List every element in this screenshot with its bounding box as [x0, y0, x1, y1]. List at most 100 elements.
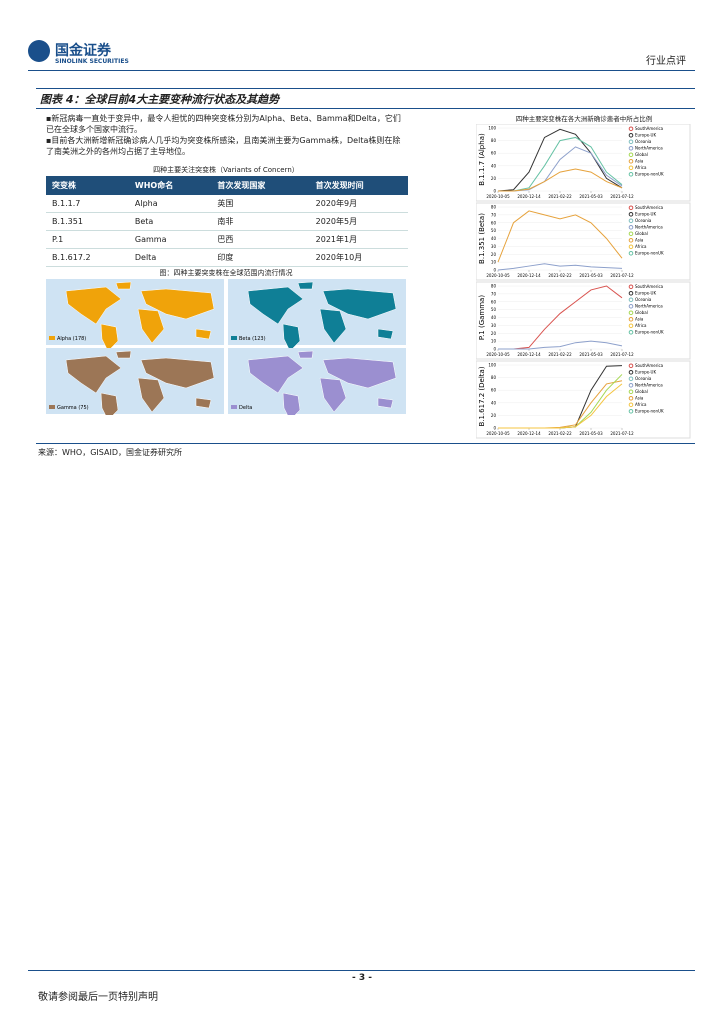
legend-label: NorthAmerica — [635, 304, 663, 309]
map-land — [195, 328, 212, 340]
x-tick-label: 2021-02-22 — [548, 431, 572, 436]
map-land — [282, 323, 301, 352]
legend-marker — [628, 297, 634, 303]
legend-marker — [628, 291, 634, 296]
y-tick-label: 60 — [491, 151, 497, 156]
series-line — [498, 146, 623, 192]
legend-marker — [628, 409, 634, 414]
header-rule — [28, 70, 695, 71]
map-legend: Gamma (75) — [57, 405, 89, 411]
legend-marker — [628, 139, 634, 145]
bullet-text: 目前各大洲新增新冠确诊病人几乎均为突变株所感染，且南美洲主要为Gamma株，De… — [46, 136, 401, 156]
legend-marker — [628, 304, 634, 309]
legend-label: Asia — [635, 238, 644, 243]
series-line — [498, 285, 623, 350]
legend-marker — [628, 330, 634, 335]
table-header: 突变株 WHO命名 首次发现国家 首次发现时间 — [46, 176, 408, 195]
x-tick-label: 2021-02-22 — [548, 194, 572, 199]
y-tick-label: 60 — [491, 299, 497, 304]
y-tick-label: 30 — [491, 323, 497, 328]
map-land — [65, 286, 122, 325]
legend-label: Europe-UK — [635, 370, 656, 375]
map-caption: 图：四种主要突变株在全球范围内流行情况 — [159, 269, 293, 277]
map-land — [319, 308, 347, 344]
legend-label: Asia — [635, 396, 644, 401]
bullet-text: 新冠病毒一直处于变异中，最令人担忧的四种突变株分别为Alpha、Beta、Bam… — [46, 114, 401, 134]
x-tick-label: 2020-12-14 — [517, 431, 541, 436]
y-tick-label: 50 — [491, 307, 497, 312]
legend-label: Asia — [635, 159, 644, 164]
table-cell: Alpha — [128, 195, 212, 213]
table-cell: B.1.1.7 — [46, 195, 129, 213]
world-map: Delta — [228, 348, 406, 415]
column-header: 首次发现国家 — [211, 176, 310, 195]
table-row: B.1.1.7 Alpha 英国 2020年9月 — [46, 195, 408, 213]
legend-marker — [628, 317, 634, 322]
series-line — [498, 380, 623, 429]
map-land — [247, 286, 304, 325]
map-land — [297, 350, 314, 359]
company-cn: 国金证券 — [55, 43, 111, 59]
y-tick-label: 80 — [491, 138, 497, 143]
legend-marker — [628, 172, 634, 177]
y-tick-label: 0 — [493, 189, 496, 194]
world-map: Beta (123) — [228, 279, 406, 352]
map-land — [140, 288, 215, 320]
x-tick-label: 2021-02-22 — [548, 273, 572, 278]
y-tick-label: 100 — [488, 126, 496, 131]
x-tick-label: 2020-10-05 — [486, 194, 510, 199]
legend-marker — [628, 212, 634, 217]
legend-label: Oceania — [635, 139, 652, 144]
source: 来源：WHO，GISAID，国金证券研究所 — [38, 448, 182, 457]
x-tick-label: 2021-07-12 — [610, 352, 634, 357]
table-cell: B.1.351 — [46, 212, 129, 231]
table-cell: Gamma — [128, 230, 212, 249]
table-cell: 2020年5月 — [309, 212, 408, 231]
y-label: B.1.351 (Beta) — [478, 213, 486, 264]
legend-marker — [628, 231, 634, 237]
x-tick-label: 2021-07-12 — [610, 273, 634, 278]
table-row: B.1.351 Beta 南非 2020年5月 — [46, 212, 408, 231]
y-tick-label: 20 — [491, 176, 497, 181]
map-legend: Delta — [239, 405, 252, 411]
legend-label: NorthAmerica — [635, 383, 663, 388]
panel-frame — [476, 124, 691, 202]
company-en: SINOLINK SECURITIES — [55, 58, 129, 65]
map-land — [115, 350, 132, 359]
table-cell: 南非 — [211, 212, 310, 231]
map-land — [100, 392, 119, 415]
x-tick-label: 2021-05-03 — [579, 194, 603, 199]
legend-marker — [628, 284, 634, 290]
title-rule — [36, 108, 695, 109]
x-tick-label: 2020-12-14 — [517, 273, 541, 278]
legend-label: NorthAmerica — [635, 146, 663, 151]
x-tick-label: 2020-12-14 — [517, 352, 541, 357]
map-land — [115, 281, 132, 290]
map-land — [282, 392, 301, 415]
legend-marker — [628, 396, 634, 401]
y-tick-label: 20 — [491, 331, 497, 336]
x-tick-label: 2021-05-03 — [579, 431, 603, 436]
table-cell: P.1 — [46, 230, 129, 249]
table-row: P.1 Gamma 巴西 2021年1月 — [46, 230, 408, 249]
y-tick-label: 50 — [491, 228, 497, 233]
map-land — [377, 397, 394, 409]
legend-label: SouthAmerica — [635, 205, 664, 210]
section: 行业点评 — [646, 56, 686, 67]
y-tick-label: 40 — [491, 315, 497, 320]
table-cell: 巴西 — [211, 230, 310, 249]
table: 突变株 WHO命名 首次发现国家 首次发现时间 B.1.1.7 Alpha 英国 2020年9… — [46, 176, 408, 267]
maps: Alpha (178) Beta (123) Gamma (75) Delta — [46, 279, 406, 415]
y-tick-label: 10 — [491, 339, 497, 344]
figure-title: 图表 4：全球目前4大主要变种流行状态及其趋势 — [40, 93, 280, 106]
legend-label: SouthAmerica — [635, 363, 664, 368]
legend-swatch — [231, 405, 237, 409]
legend-marker — [628, 205, 634, 211]
legend-marker — [628, 383, 634, 388]
y-tick-label: 60 — [491, 220, 497, 225]
y-tick-label: 40 — [491, 400, 497, 405]
x-tick-label: 2020-10-05 — [486, 273, 510, 278]
map-land — [377, 328, 394, 340]
y-tick-label: 40 — [491, 236, 497, 241]
legend-swatch — [49, 405, 55, 409]
